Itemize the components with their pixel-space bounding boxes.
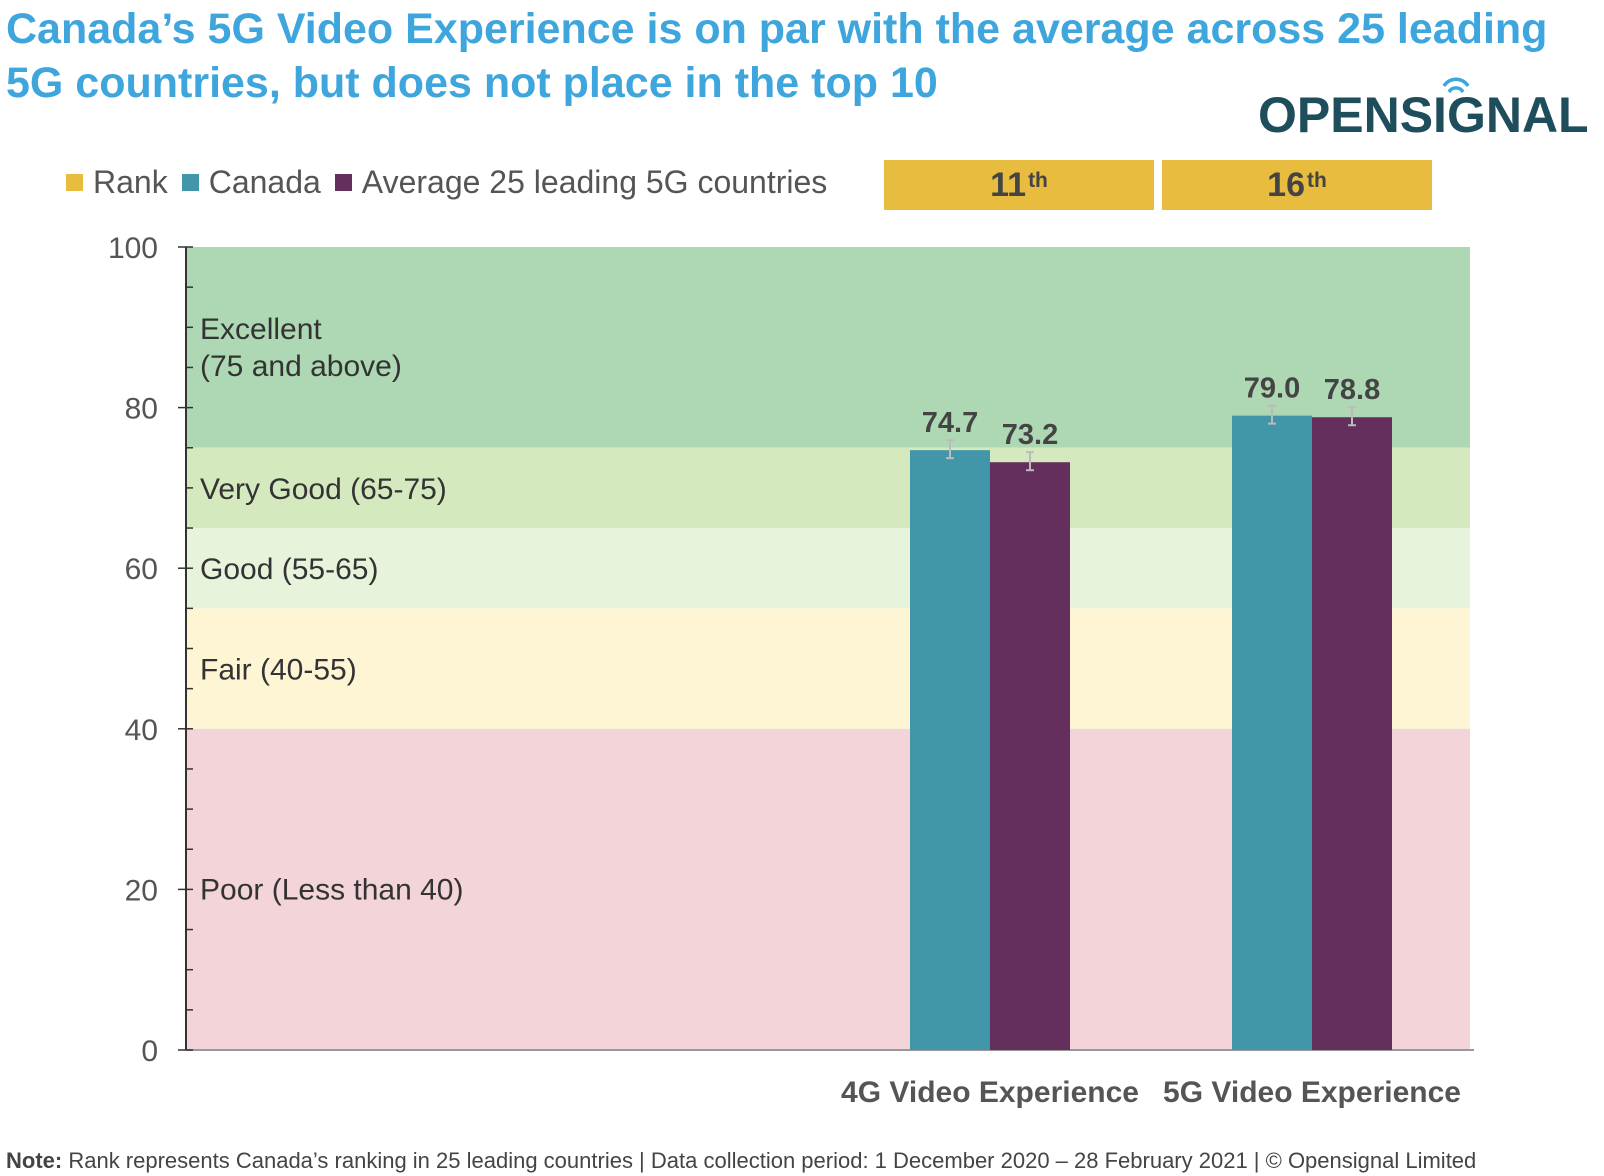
- chart-title: Canada’s 5G Video Experience is on par w…: [6, 5, 1548, 107]
- y-tick-label-80: 80: [125, 393, 158, 426]
- legend-label-canada: Canada: [208, 163, 321, 200]
- bar-1-0: [1232, 415, 1312, 1050]
- bar-0-1: [990, 462, 1070, 1051]
- band-label-1: Very Good (65-75): [200, 473, 447, 506]
- data-label-0-0: 74.7: [922, 407, 978, 439]
- legend-item-average: Average 25 leading 5G countries: [334, 163, 828, 201]
- bar-0-0: [910, 450, 990, 1050]
- y-tick-label-100: 100: [108, 232, 158, 265]
- legend-item-canada: Canada: [181, 163, 321, 201]
- y-tick-label-0: 0: [141, 1035, 158, 1068]
- band-label-3: Fair (40-55): [200, 654, 357, 687]
- rank-number-4g: 11: [990, 165, 1027, 204]
- legend: Rank Canada Average 25 leading 5G countr…: [66, 162, 841, 202]
- legend-label-rank: Rank: [93, 163, 168, 200]
- bar-chart: Excellent (75 and above) Very Good (65-75)…: [108, 232, 1474, 1109]
- data-label-1-0: 79.0: [1244, 373, 1300, 405]
- logo-text: OPENSIGNAL: [1258, 87, 1588, 143]
- band-label-2: Good (55-65): [200, 553, 378, 586]
- legend-swatch-canada: [181, 173, 199, 191]
- footnote-text: Rank represents Canada’s ranking in 25 l…: [62, 1148, 1477, 1173]
- band-label-0-line2: (75 and above): [200, 350, 402, 383]
- rank-suffix-4g: th: [1028, 169, 1048, 192]
- legend-label-average: Average 25 leading 5G countries: [361, 163, 828, 200]
- footnote: Note: Rank represents Canada’s ranking i…: [6, 1148, 1476, 1174]
- footnote-label: Note:: [6, 1148, 63, 1173]
- legend-item-rank: Rank: [66, 164, 168, 201]
- y-tick-label-60: 60: [125, 553, 158, 586]
- band-0: [186, 247, 1470, 448]
- band-label-4: Poor (Less than 40): [200, 873, 463, 906]
- signal-arc-outer: [1442, 77, 1470, 88]
- y-tick-label-20: 20: [125, 874, 158, 907]
- y-tick-label-40: 40: [125, 714, 158, 747]
- data-label-0-1: 73.2: [1002, 419, 1058, 451]
- data-label-1-1: 78.8: [1324, 374, 1380, 406]
- rank-suffix-5g: th: [1307, 169, 1327, 192]
- band-label-0: Excellent: [200, 313, 322, 346]
- opensignal-logo: OPENSIGNAL: [1258, 77, 1588, 143]
- legend-swatch-rank: [66, 173, 83, 191]
- rank-number-5g: 16: [1267, 165, 1305, 204]
- category-label-1: 5G Video Experience: [1163, 1076, 1461, 1109]
- legend-swatch-average: [334, 173, 352, 191]
- bar-1-1: [1312, 417, 1392, 1051]
- signal-arc-inner: [1447, 86, 1465, 94]
- category-label-0: 4G Video Experience: [841, 1076, 1139, 1109]
